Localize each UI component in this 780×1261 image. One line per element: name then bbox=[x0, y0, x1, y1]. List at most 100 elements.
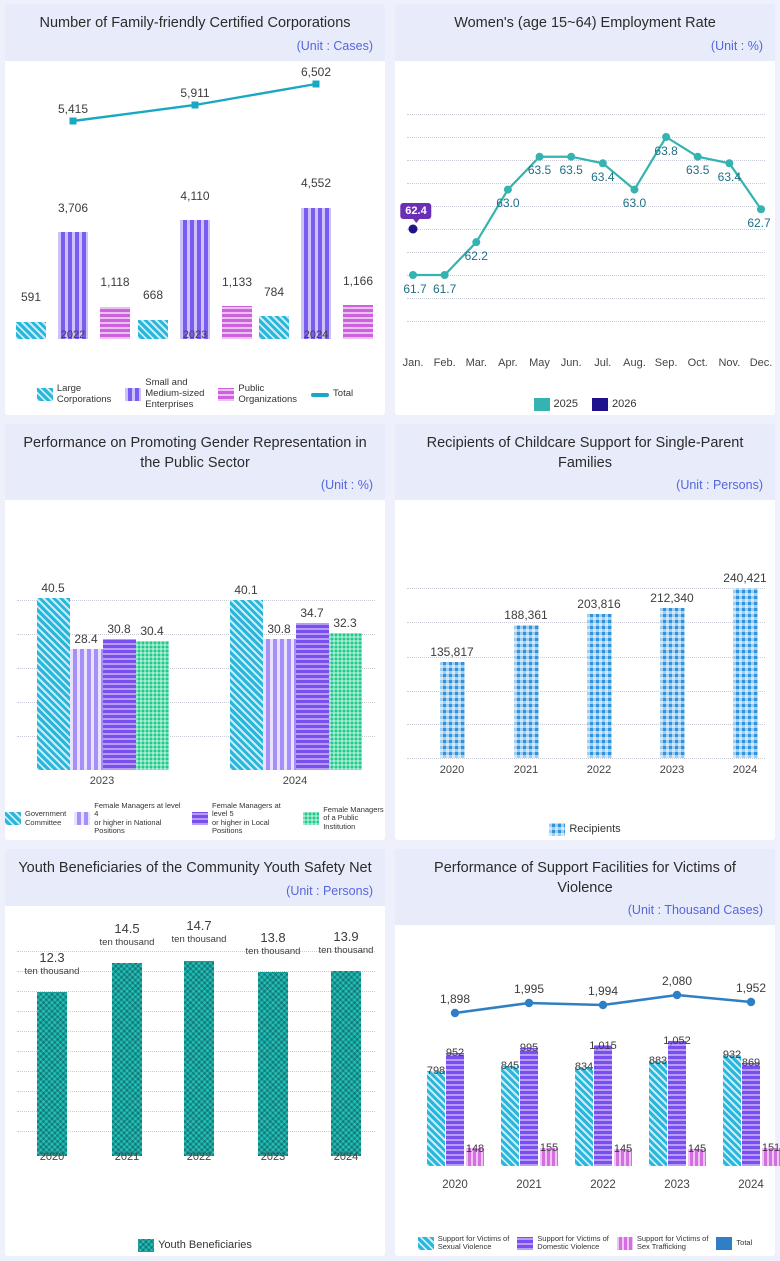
bar-value-label: 952 bbox=[445, 1047, 465, 1059]
data-point-label: 63.5 bbox=[527, 163, 552, 178]
legend-item: Public Organizations bbox=[218, 382, 298, 406]
bar-value-label: 995 bbox=[519, 1041, 539, 1054]
bar-youth-beneficiaries bbox=[184, 960, 214, 1156]
data-point-label: 63.0 bbox=[622, 196, 647, 211]
x-axis-label: Oct. bbox=[687, 356, 708, 369]
card-header: Performance of Support Facilities for Vi… bbox=[395, 849, 775, 926]
bar-value-label: 148 bbox=[465, 1142, 485, 1155]
legend-item: Total bbox=[716, 1236, 752, 1250]
bar-value-label: 13.8 bbox=[260, 930, 286, 946]
bar-value-sublabel: ten thousand bbox=[24, 965, 80, 977]
bar-value-label: 1,166 bbox=[342, 273, 374, 288]
data-point-label: 63.0 bbox=[496, 196, 520, 211]
x-axis-label: Jan. bbox=[402, 356, 424, 369]
bar-value-label: 13.9 bbox=[333, 928, 359, 944]
bar-series-1 bbox=[575, 1066, 593, 1166]
bar-value-label: 40.5 bbox=[41, 581, 65, 595]
x-axis-label: 2024 bbox=[282, 775, 308, 788]
bar-series-2 bbox=[668, 1041, 686, 1166]
bar-value-label: 1,133 bbox=[221, 274, 253, 289]
data-point-label: 63.4 bbox=[717, 169, 742, 184]
card-title: Women's (age 15~64) Employment Rate bbox=[454, 15, 716, 31]
bar-series-2 bbox=[69, 649, 103, 770]
plot-childcare-recipients: 135,817 2020 188,361 2021 203,816 2022 212,340… bbox=[395, 500, 775, 840]
bar-value-label: 151 bbox=[761, 1142, 780, 1155]
x-axis-label: 2023 bbox=[659, 764, 685, 777]
chart-area: 591 3,706 1,118 2022 668 4,110 1,133 2023 784 4,5… bbox=[5, 60, 385, 415]
legend-label: Support for Victims of Domestic Violence bbox=[537, 1233, 609, 1252]
bar-series-3 bbox=[688, 1148, 706, 1166]
legend-swatch bbox=[616, 1236, 633, 1250]
data-point-label: 63.5 bbox=[559, 163, 583, 178]
bar-value-label: 798 bbox=[426, 1065, 446, 1078]
bar-value-label: 14.7 bbox=[186, 918, 212, 934]
card-title: Performance on Promoting Gender Represen… bbox=[23, 435, 367, 471]
x-axis-label: Jun. bbox=[560, 356, 582, 369]
bar-series-3 bbox=[540, 1147, 558, 1166]
legend-swatch bbox=[716, 1236, 733, 1250]
card-unit: (Unit : %) bbox=[320, 478, 373, 493]
legend-label: Female Managers of a Public Institution bbox=[323, 804, 384, 832]
bar-value-label: 932 bbox=[722, 1049, 742, 1062]
chart-legend: 2025 2026 bbox=[395, 398, 775, 411]
legend-swatch bbox=[517, 1236, 534, 1250]
gridline bbox=[407, 297, 765, 299]
card-header: Women's (age 15~64) Employment Rate (Uni… bbox=[395, 4, 775, 61]
bar-series-1 bbox=[36, 597, 70, 770]
x-axis-label: Nov. bbox=[718, 356, 741, 369]
legend-item: Small and Medium-sized Enterprises bbox=[125, 377, 204, 411]
legend-label: Youth Beneficiaries bbox=[158, 1239, 252, 1252]
card-header: Recipients of Childcare Support for Sing… bbox=[395, 424, 775, 501]
gridline bbox=[407, 724, 765, 726]
gridline bbox=[407, 274, 765, 276]
bar-value-label: 32.3 bbox=[333, 615, 357, 630]
chart-area: 40.5 28.4 30.8 30.4 2023 40.1 30.8 34.7 32.3 2024… bbox=[5, 500, 385, 840]
chart-legend: Government Committee Female Managers at l… bbox=[5, 801, 385, 837]
x-axis-label: 2023 bbox=[260, 1150, 286, 1163]
gridline bbox=[407, 657, 765, 659]
total-value-label: 2,080 bbox=[661, 974, 693, 989]
total-line bbox=[450, 990, 756, 1018]
gridline bbox=[407, 251, 765, 253]
legend-label: Total bbox=[333, 388, 354, 400]
plot-employment-rate: 61.7 61.7 62.2 63.0 63.5 63.5 63.4 63.0 63.8 63.5… bbox=[395, 61, 775, 415]
legend-label: Public Organizations bbox=[238, 382, 298, 405]
legend-label: Support for Victims of Sex Trafficking bbox=[636, 1233, 709, 1252]
gridline bbox=[17, 600, 375, 602]
legend-item: Female Managers at level 4 or higher in … bbox=[74, 801, 184, 837]
bar-value-label: 28.4 bbox=[74, 632, 98, 647]
x-axis-label: 2024 bbox=[738, 1179, 764, 1192]
x-axis-label: 2021 bbox=[114, 1150, 140, 1163]
bar-value-label: 4,110 bbox=[180, 188, 210, 203]
bar-value-label: 212,340 bbox=[650, 590, 694, 605]
card-header: Number of Family-friendly Certified Corp… bbox=[5, 4, 385, 61]
gridline bbox=[407, 205, 765, 207]
bar-value-label: 4,552 bbox=[300, 176, 332, 191]
bar-large-corporations bbox=[16, 321, 46, 339]
bar-value-label: 145 bbox=[687, 1142, 707, 1155]
legend-swatch bbox=[74, 812, 91, 826]
bar-value-label: 34.7 bbox=[300, 605, 324, 620]
bar-value-label: 591 bbox=[20, 290, 42, 305]
legend-label: Support for Victims of Sexual Violence bbox=[437, 1233, 510, 1252]
legend-swatch bbox=[303, 812, 320, 826]
bar-series-3 bbox=[295, 622, 329, 770]
legend-item: Support for Victims of Sex Trafficking bbox=[616, 1233, 709, 1252]
data-point-label: 63.8 bbox=[654, 143, 678, 158]
x-axis-label: May bbox=[529, 356, 550, 369]
bar-value-label: 30.8 bbox=[107, 622, 131, 637]
x-axis-label: 2022 bbox=[586, 764, 612, 777]
bar-series-1 bbox=[427, 1071, 445, 1166]
bar-series-3 bbox=[614, 1148, 632, 1166]
total-line bbox=[69, 80, 320, 125]
legend-swatch bbox=[5, 812, 21, 826]
bar-series-3 bbox=[762, 1148, 780, 1166]
bar-recipients bbox=[513, 624, 539, 758]
legend-swatch bbox=[592, 398, 608, 411]
x-axis-label: Feb. bbox=[433, 356, 456, 369]
chart-legend: Support for Victims of Sexual Violence Su… bbox=[395, 1233, 775, 1252]
legend-label: Large Corporations bbox=[56, 382, 112, 405]
bar-youth-beneficiaries bbox=[37, 992, 67, 1156]
gridline bbox=[407, 113, 765, 115]
